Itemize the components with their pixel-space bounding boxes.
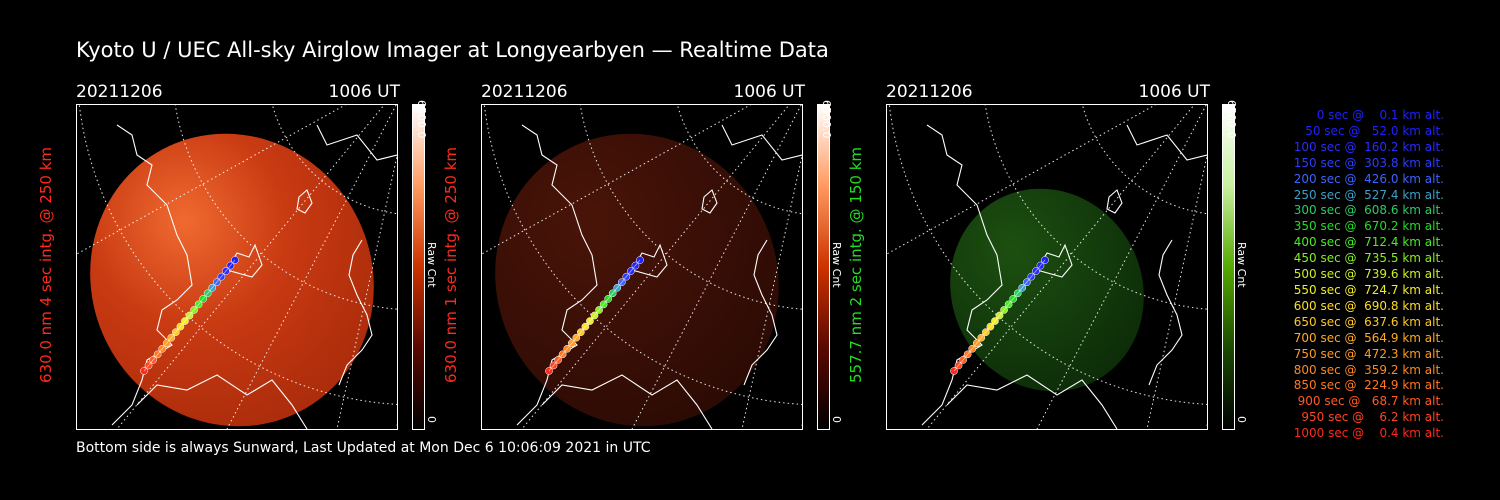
legend-entry: 200 sec @ 426.0 km alt. — [1293, 171, 1444, 186]
all-sky-image — [481, 104, 803, 430]
legend-entry: 450 sec @ 735.5 km alt. — [1293, 251, 1444, 266]
page-title: Kyoto U / UEC All-sky Airglow Imager at … — [76, 38, 829, 62]
update-footer: Bottom side is always Sunward, Last Upda… — [76, 440, 651, 456]
legend-entry: 100 sec @ 160.2 km alt. — [1293, 139, 1444, 154]
all-sky-image — [76, 104, 398, 430]
legend-entry: 950 sec @ 6.2 km alt. — [1301, 410, 1444, 425]
colorbar — [817, 104, 830, 430]
all-sky-image — [886, 104, 1208, 430]
panel-ylabel: 557.7 nm 2 sec intg. @ 150 km — [847, 146, 865, 384]
colorbar-max-label: 6500.0 — [820, 100, 833, 139]
colorbar-unit-label: Raw Cnt — [425, 242, 438, 288]
legend-entry: 350 sec @ 670.2 km alt. — [1293, 219, 1444, 234]
airglow-sky-image — [950, 188, 1144, 392]
legend-entry: 50 sec @ 52.0 km alt. — [1305, 123, 1444, 138]
panel-ylabel: 630.0 nm 1 sec intg. @ 250 km — [442, 146, 460, 384]
legend-entry: 600 sec @ 690.8 km alt. — [1293, 298, 1444, 313]
legend-entry: 150 sec @ 303.8 km alt. — [1293, 155, 1444, 170]
legend-entry: 0 sec @ 0.1 km alt. — [1316, 108, 1444, 122]
colorbar — [412, 104, 425, 430]
panel-time: 1006 UT — [328, 82, 401, 102]
legend-entry: 700 sec @ 564.9 km alt. — [1293, 330, 1444, 345]
image-panel-1: 20211206 1006 UT 630.0 nm 4 sec intg. @ … — [37, 78, 438, 438]
legend-entry: 850 sec @ 224.9 km alt. — [1293, 378, 1444, 393]
image-panel-3: 20211206 1006 UT 557.7 nm 2 sec intg. @ … — [847, 78, 1248, 438]
colorbar-max-label: 6500.0 — [1225, 100, 1238, 139]
legend-entry: 300 sec @ 608.6 km alt. — [1293, 203, 1444, 218]
colorbar-max-label: 6500.0 — [415, 100, 428, 139]
colorbar — [1222, 104, 1235, 430]
colorbar-unit-label: Raw Cnt — [830, 242, 843, 288]
trajectory-line — [143, 259, 236, 372]
airglow-sky-image — [495, 133, 779, 427]
legend-entry: 650 sec @ 637.6 km alt. — [1293, 314, 1444, 329]
image-panel-2: 20211206 1006 UT 630.0 nm 1 sec intg. @ … — [442, 78, 843, 438]
colorbar-min-label: 0 — [830, 416, 843, 423]
legend-entry: 550 sec @ 724.7 km alt. — [1293, 282, 1444, 297]
legend-entry: 900 sec @ 68.7 km alt. — [1297, 394, 1444, 409]
panel-date: 20211206 — [886, 82, 973, 102]
legend-entry: 500 sec @ 739.6 km alt. — [1293, 267, 1444, 282]
legend-entry: 800 sec @ 359.2 km alt. — [1293, 362, 1444, 377]
legend-entry: 400 sec @ 712.4 km alt. — [1293, 235, 1444, 250]
panel-ylabel: 630.0 nm 4 sec intg. @ 250 km — [37, 146, 55, 384]
panel-time: 1006 UT — [1138, 82, 1211, 102]
airglow-sky-image — [90, 133, 374, 427]
legend-entry: 250 sec @ 527.4 km alt. — [1293, 187, 1444, 202]
altitude-legend: 0 sec @ 0.1 km alt. 50 sec @ 52.0 km alt.… — [1246, 108, 1444, 442]
trajectory-line — [953, 259, 1046, 372]
legend-entry: 1000 sec @ 0.4 km alt. — [1293, 426, 1444, 441]
legend-entry: 750 sec @ 472.3 km alt. — [1293, 346, 1444, 361]
colorbar-min-label: 0 — [425, 416, 438, 423]
panel-time: 1006 UT — [733, 82, 806, 102]
panel-date: 20211206 — [481, 82, 568, 102]
panel-date: 20211206 — [76, 82, 163, 102]
trajectory-line — [548, 259, 641, 372]
